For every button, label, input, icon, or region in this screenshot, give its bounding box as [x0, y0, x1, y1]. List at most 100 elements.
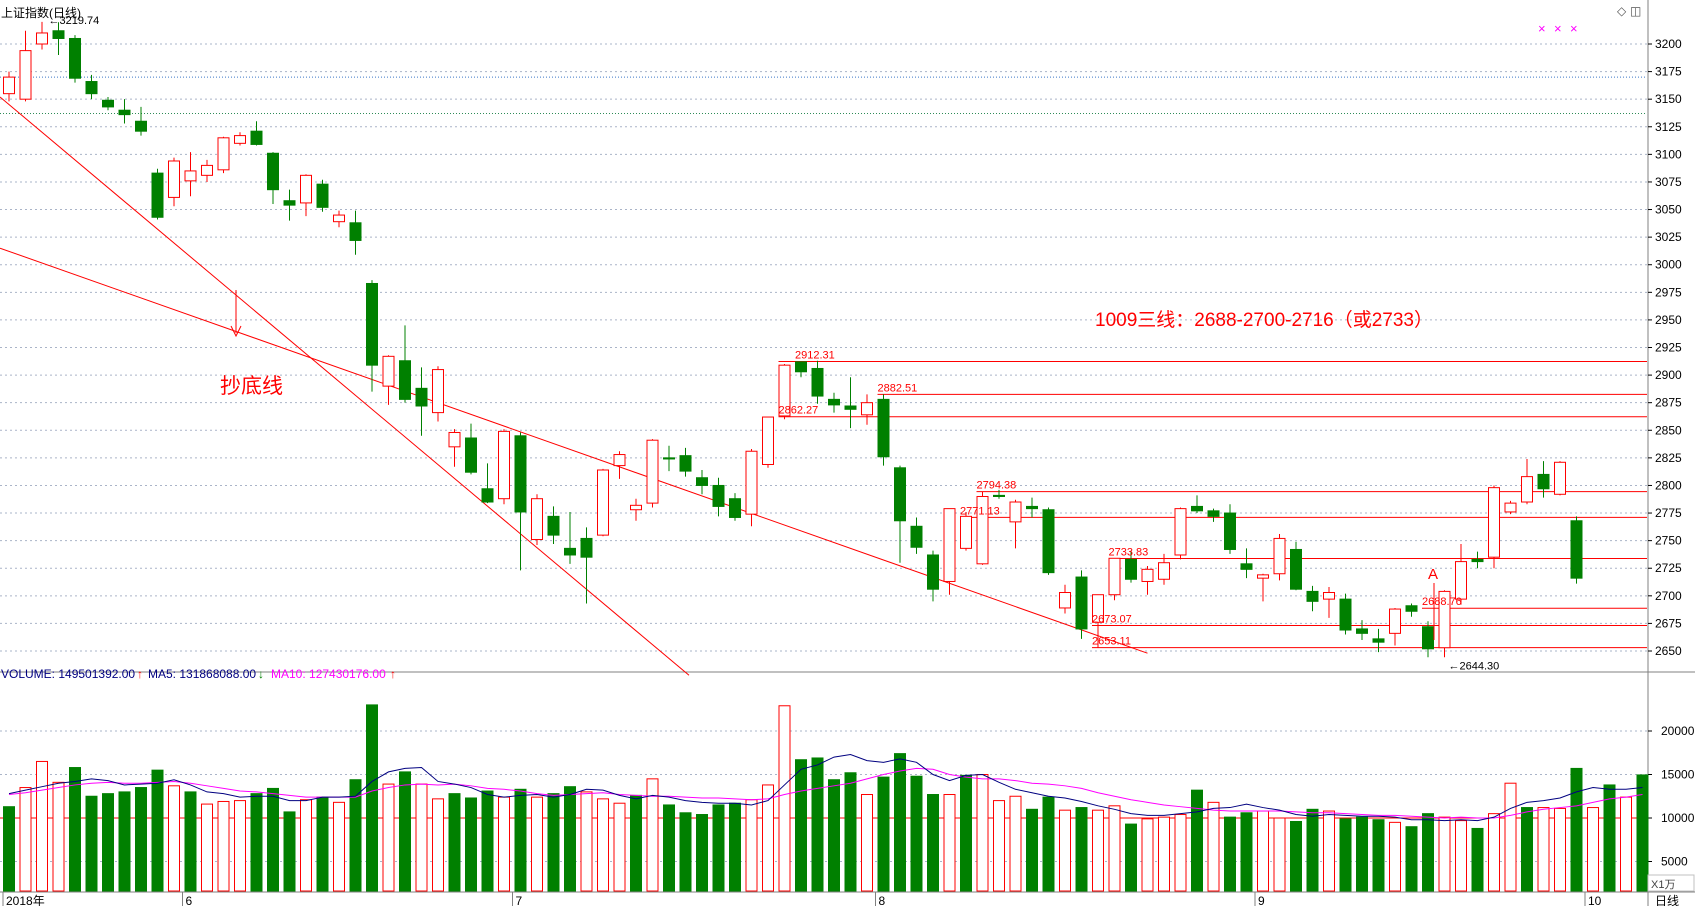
candle-body [861, 402, 873, 416]
candle-body [1306, 590, 1319, 602]
price-tick-label: 3200 [1655, 37, 1682, 51]
candle [19, 30, 32, 102]
candle [861, 394, 873, 425]
volume-bar [481, 790, 494, 892]
candle [679, 447, 692, 477]
volume-bar [514, 788, 527, 892]
volume-bar [679, 812, 692, 892]
candle-body [811, 367, 824, 397]
volume-bar [1323, 810, 1335, 892]
volume-bar [382, 783, 395, 892]
candle-body [382, 355, 395, 387]
volume-bar [1455, 820, 1467, 892]
volume-bar [3, 806, 15, 892]
candle-body [1389, 608, 1401, 634]
price-label: 2733.83 [1109, 546, 1149, 558]
volume-bar [184, 791, 197, 892]
candle [828, 392, 840, 413]
date-label: 7 [516, 894, 523, 906]
candle [1042, 507, 1055, 575]
volume-bar [1141, 818, 1154, 892]
candle-body [1042, 509, 1055, 574]
candle [1537, 461, 1550, 498]
chart-title: 上证指数(日线) [1, 6, 81, 20]
candle [1488, 485, 1500, 569]
candle-body [910, 525, 923, 548]
candle [316, 179, 329, 212]
price-tick-label: 2850 [1655, 423, 1682, 437]
volume-bar [1554, 807, 1566, 892]
candle [448, 429, 461, 467]
candle [960, 511, 972, 551]
candle-body [778, 364, 791, 417]
candle-body [1224, 512, 1236, 550]
candle-body [481, 488, 494, 503]
candle-body [102, 99, 114, 108]
volume-bar [976, 774, 989, 892]
volume-bar [36, 760, 48, 892]
candles [3, 21, 1583, 658]
diamond-icon[interactable]: ◇ [1617, 4, 1627, 18]
candle [1554, 461, 1566, 496]
volume-bar [943, 794, 956, 892]
candle-body [1125, 558, 1137, 580]
candle-body [976, 495, 989, 565]
candle-body [85, 81, 98, 95]
volume-bar [250, 793, 263, 892]
volume-unit-label: X1万 [1651, 879, 1675, 891]
candle [382, 355, 395, 405]
candle [1570, 516, 1583, 584]
candle-body [1273, 537, 1286, 575]
volume-bar [712, 804, 725, 892]
candle-body [201, 164, 213, 176]
volume-bar [234, 800, 246, 892]
candle-body [1092, 594, 1104, 623]
window-toggle-icon[interactable]: ◫ [1630, 4, 1642, 18]
volume-bar [1570, 767, 1583, 892]
volume-bar [1273, 817, 1286, 892]
candle [1339, 593, 1352, 635]
candle [52, 22, 65, 56]
volume-bar [613, 802, 626, 892]
candle-body [52, 30, 65, 39]
candle [118, 99, 131, 124]
volume-readout: VOLUME: 149501392.00 [1, 667, 135, 681]
candle-body [894, 467, 906, 522]
candle-body [1257, 574, 1269, 579]
volume-bar [1636, 774, 1649, 892]
candle-body [1141, 568, 1154, 582]
candle [547, 506, 560, 544]
candle [1174, 507, 1187, 560]
candle [1356, 620, 1368, 640]
volume-bar [795, 759, 807, 892]
volume-bar [300, 799, 312, 892]
candle [514, 432, 527, 571]
volume-tick-label: 15000 [1661, 768, 1695, 782]
candle [366, 280, 378, 392]
volume-bar [1059, 809, 1071, 892]
candle [283, 189, 296, 221]
candle [531, 494, 543, 546]
ma5-readout: MA5: 131868088.00 [148, 667, 256, 681]
candle-body [267, 152, 279, 191]
price-tick-label: 2725 [1655, 561, 1682, 575]
candle-body [828, 398, 840, 406]
volume-bar [630, 794, 642, 892]
candle [102, 96, 114, 111]
candle-body [630, 504, 642, 511]
candle [399, 325, 411, 403]
price-label: 2771.13 [960, 505, 1000, 517]
volume-bar [1125, 823, 1137, 892]
candle [712, 477, 725, 517]
candle-body [1455, 561, 1467, 600]
candle [1059, 584, 1071, 614]
volume-bar [745, 799, 758, 892]
candle-body [217, 137, 230, 171]
volume-bar [1290, 820, 1302, 892]
volume-bar [465, 797, 477, 892]
candle-body [1488, 487, 1500, 558]
volume-bar [1092, 809, 1104, 892]
candle [69, 35, 81, 83]
candle [1323, 586, 1335, 618]
